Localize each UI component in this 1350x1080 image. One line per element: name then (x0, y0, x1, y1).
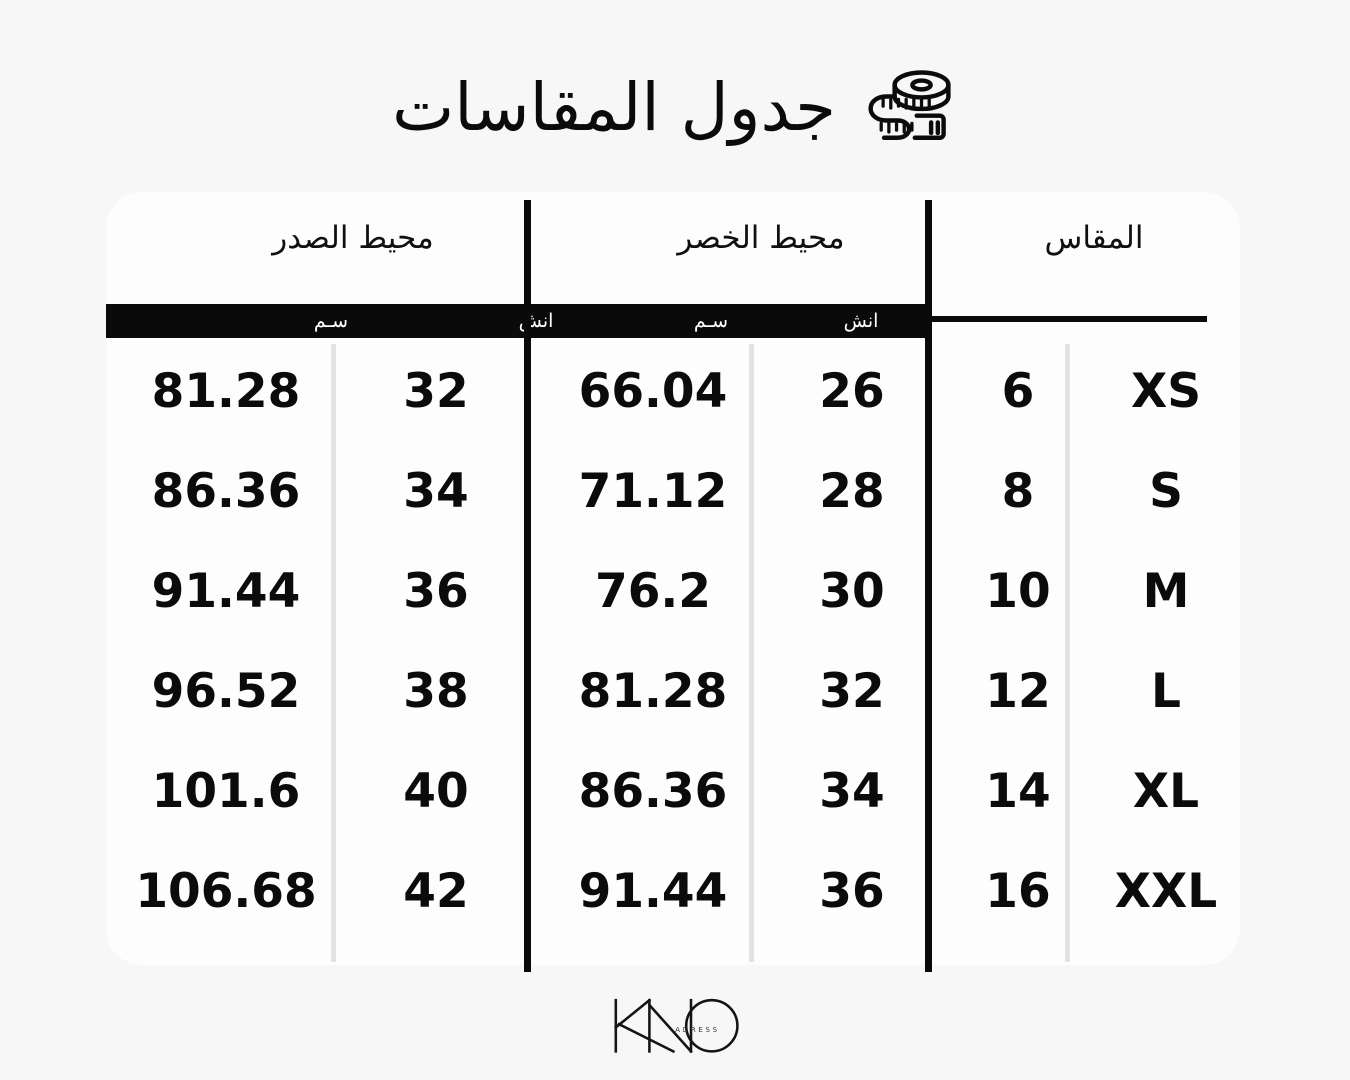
cell-size-label: XL (1132, 764, 1200, 819)
cell-waist-inch: 30 (819, 564, 885, 619)
cell-size-label: XS (1130, 364, 1202, 419)
kno-adress-logo-icon: ADRESS (613, 998, 739, 1054)
page-header: جدول المقاسات (0, 48, 1350, 168)
subdivider-chest-units (331, 344, 336, 962)
table-row: 101.6 40 86.36 34 14 XL (106, 742, 1240, 842)
cell-size-number: 16 (985, 864, 1051, 919)
cell-waist-cm: 66.04 (578, 364, 728, 419)
column-header-chest: محيط الصدر (272, 220, 434, 256)
cell-waist-inch: 28 (819, 464, 885, 519)
cell-waist-inch: 32 (819, 664, 885, 719)
cell-size-label: S (1149, 464, 1183, 519)
svg-text:ADRESS: ADRESS (675, 1025, 719, 1034)
cell-waist-cm: 86.36 (578, 764, 728, 819)
measuring-tape-icon (862, 60, 958, 156)
cell-waist-cm: 81.28 (578, 664, 728, 719)
table-row: 86.36 34 71.12 28 8 S (106, 442, 1240, 542)
brand-logo: ADRESS (0, 985, 1350, 1065)
column-header-group: محيط الصدر محيط الخصر المقاس (106, 192, 1240, 310)
table-row: 91.44 36 76.2 30 10 M (106, 542, 1240, 642)
cell-size-number: 14 (985, 764, 1051, 819)
cell-size-number: 6 (1001, 364, 1035, 419)
page-title: جدول المقاسات (392, 69, 836, 146)
divider-waist-size (925, 200, 932, 972)
cell-chest-inch: 34 (403, 464, 469, 519)
cell-chest-cm: 81.28 (151, 364, 301, 419)
size-chart-card: محيط الصدر محيط الخصر المقاس سـم انش سـم… (106, 192, 1240, 972)
cell-waist-inch: 36 (819, 864, 885, 919)
column-header-waist: محيط الخصر (677, 220, 845, 256)
unit-band: سـم انش سـم انش (106, 304, 926, 338)
cell-chest-inch: 32 (403, 364, 469, 419)
cell-size-label: M (1142, 564, 1190, 619)
cell-chest-cm: 106.68 (135, 864, 317, 919)
cell-waist-inch: 34 (819, 764, 885, 819)
cell-size-number: 10 (985, 564, 1051, 619)
cell-waist-cm: 91.44 (578, 864, 728, 919)
cell-chest-inch: 36 (403, 564, 469, 619)
divider-chest-waist (524, 200, 531, 972)
subdivider-size-units (1065, 344, 1070, 962)
cell-chest-inch: 38 (403, 664, 469, 719)
cell-size-number: 8 (1001, 464, 1035, 519)
cell-waist-inch: 26 (819, 364, 885, 419)
table-body: 81.28 32 66.04 26 6 XS 86.36 34 71.12 28… (106, 342, 1240, 962)
cell-size-label: XXL (1114, 864, 1218, 919)
cell-chest-cm: 101.6 (151, 764, 301, 819)
column-header-size: المقاس (1044, 220, 1144, 256)
unit-label-waist-cm: سـم (693, 310, 729, 332)
subdivider-waist-units (749, 344, 754, 962)
cell-size-number: 12 (985, 664, 1051, 719)
table-row: 81.28 32 66.04 26 6 XS (106, 342, 1240, 442)
unit-label-chest-inch: انش (518, 310, 554, 332)
cell-waist-cm: 71.12 (578, 464, 728, 519)
cell-chest-inch: 40 (403, 764, 469, 819)
table-row: 96.52 38 81.28 32 12 L (106, 642, 1240, 742)
cell-waist-cm: 76.2 (595, 564, 711, 619)
cell-size-label: L (1151, 664, 1181, 719)
size-column-rule (926, 316, 1207, 322)
unit-label-chest-cm: سـم (313, 310, 349, 332)
cell-chest-cm: 96.52 (151, 664, 301, 719)
cell-chest-cm: 86.36 (151, 464, 301, 519)
unit-label-waist-inch: انش (843, 310, 879, 332)
table-row: 106.68 42 91.44 36 16 XXL (106, 842, 1240, 942)
cell-chest-cm: 91.44 (151, 564, 301, 619)
cell-chest-inch: 42 (403, 864, 469, 919)
